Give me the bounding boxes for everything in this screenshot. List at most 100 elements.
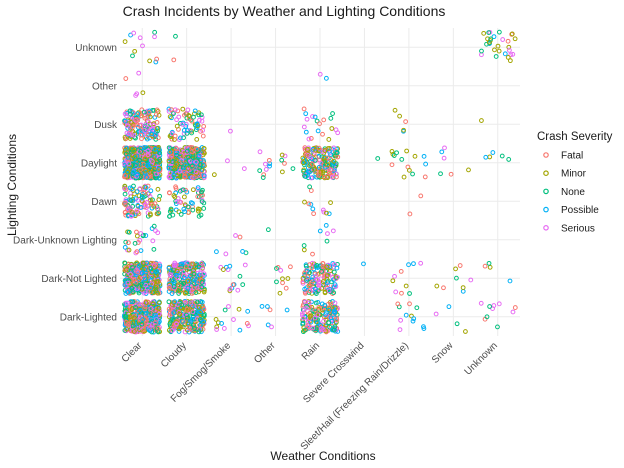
point-possible [192, 108, 198, 114]
point-fatal [173, 184, 178, 190]
point-serious [193, 159, 199, 165]
point-serious [334, 171, 339, 177]
point-minor [148, 197, 153, 203]
point-possible [155, 320, 161, 326]
point-minor [184, 267, 190, 272]
legend-items: Fatal Minor None Possible Serious [543, 151, 599, 234]
point-fatal [328, 302, 334, 307]
point-possible [322, 303, 328, 308]
point-serious [330, 228, 336, 234]
point-minor [177, 311, 183, 317]
point-fatal [389, 162, 395, 168]
point-minor [131, 315, 137, 321]
point-fatal [308, 280, 314, 285]
point-fatal [137, 317, 143, 322]
point-possible [265, 304, 270, 309]
point-serious [136, 70, 142, 76]
point-serious [183, 284, 189, 290]
point-serious [314, 277, 320, 282]
point-minor [147, 58, 153, 64]
point-none [407, 291, 412, 296]
point-none [157, 150, 163, 156]
legend-label-minor: Minor [561, 169, 587, 180]
point-possible [312, 114, 318, 120]
point-serious [126, 161, 132, 167]
point-serious [318, 160, 324, 166]
point-minor [318, 169, 324, 175]
point-serious [231, 317, 236, 322]
point-fatal [167, 285, 172, 291]
point-serious [257, 149, 263, 155]
point-fatal [123, 173, 128, 179]
point-minor [466, 167, 471, 173]
point-possible [189, 317, 195, 322]
point-fatal [128, 127, 134, 133]
point-minor [195, 206, 201, 212]
point-serious [197, 326, 202, 332]
point-minor [122, 39, 128, 45]
point-minor [321, 155, 327, 161]
point-serious [304, 116, 310, 122]
point-none [130, 265, 135, 270]
point-possible [196, 153, 202, 159]
point-serious [180, 122, 186, 127]
point-none [168, 206, 174, 212]
point-serious [321, 209, 327, 215]
legend-key-possible [543, 206, 549, 213]
point-minor [166, 158, 172, 164]
point-fatal [306, 283, 312, 289]
point-serious [146, 119, 151, 125]
point-minor [322, 290, 328, 296]
point-minor [401, 174, 407, 180]
point-fatal [512, 305, 518, 310]
point-minor [183, 290, 188, 296]
legend-key-serious [543, 225, 549, 231]
point-possible [194, 121, 200, 127]
point-serious [282, 153, 288, 159]
point-none [484, 314, 490, 320]
point-serious [125, 247, 130, 253]
point-possible [130, 169, 136, 175]
point-minor [192, 319, 198, 325]
point-serious [125, 280, 131, 286]
point-fatal [283, 285, 289, 291]
point-serious [167, 284, 172, 289]
point-fatal [125, 322, 131, 327]
point-fatal [230, 282, 236, 288]
point-fatal [142, 306, 147, 312]
legend-label-fatal: Fatal [561, 151, 583, 162]
point-serious [315, 312, 321, 318]
point-minor [406, 167, 412, 173]
point-serious [316, 282, 322, 288]
point-none [399, 157, 405, 162]
point-possible [148, 188, 154, 194]
point-fatal [302, 270, 307, 276]
point-serious [137, 35, 143, 41]
point-serious [138, 324, 144, 329]
point-minor [308, 313, 314, 319]
point-minor [132, 154, 138, 159]
point-serious [320, 207, 326, 213]
point-possible [134, 171, 140, 177]
point-possible [334, 265, 340, 271]
point-serious [310, 114, 315, 119]
point-none [326, 320, 332, 326]
point-serious [126, 131, 132, 136]
point-minor [139, 198, 145, 204]
point-fatal [199, 323, 205, 328]
point-fatal [317, 121, 322, 127]
point-minor [326, 137, 332, 142]
point-serious [124, 157, 130, 163]
point-serious [150, 299, 156, 305]
point-minor [496, 48, 502, 54]
point-serious [241, 166, 247, 172]
point-possible [166, 106, 172, 112]
point-possible [267, 163, 272, 169]
point-possible [491, 34, 497, 40]
point-minor [331, 158, 337, 164]
point-serious [199, 118, 205, 124]
point-none [199, 280, 205, 285]
point-possible [284, 307, 290, 313]
point-possible [309, 299, 314, 305]
point-none [493, 54, 499, 59]
